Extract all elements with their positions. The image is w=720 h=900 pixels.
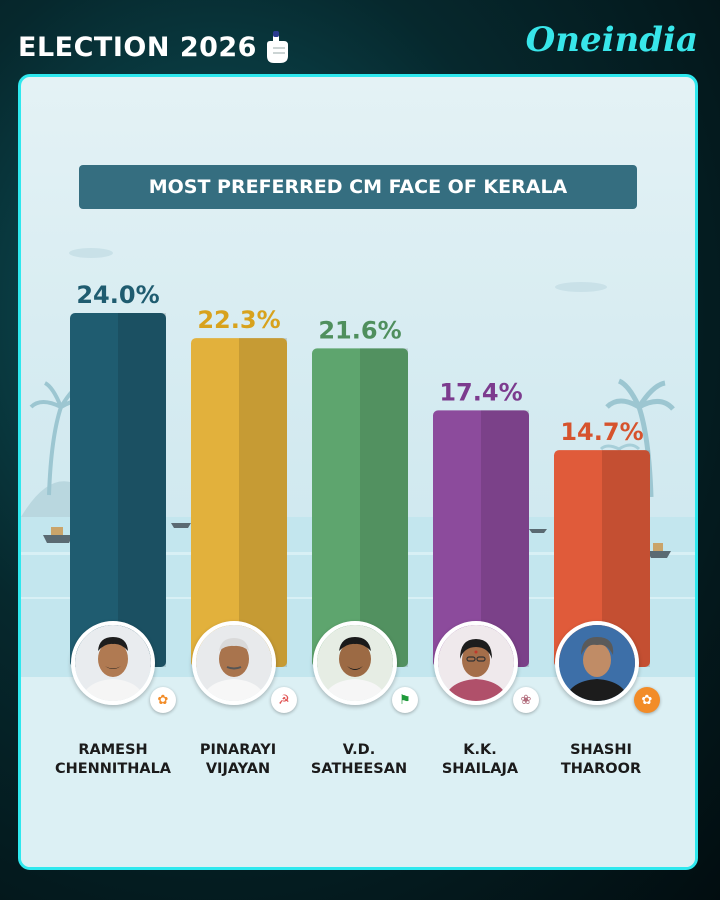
chart-title: MOST PREFERRED CM FACE OF KERALA (79, 165, 637, 209)
bar-shade (118, 313, 166, 667)
value-label: 24.0% (76, 281, 159, 309)
portrait-5 (559, 625, 635, 701)
bar (70, 313, 166, 667)
candidate-name: PINARAYI VIJAYAN (199, 742, 277, 777)
candidate-photo-2 (192, 621, 276, 705)
bar (554, 450, 650, 667)
bar-shade (360, 348, 408, 667)
candidate-photo-4 (434, 621, 518, 705)
voting-hand-icon (266, 31, 288, 63)
portrait-1 (75, 625, 151, 701)
election-title: ELECTION 2026 (18, 31, 257, 63)
bar-shade (239, 338, 287, 667)
value-label: 22.3% (197, 306, 280, 334)
candidate-photo-5 (555, 621, 639, 705)
cpim-icon: ☭ (271, 687, 297, 713)
chart-panel: MOST PREFERRED CM FACE OF KERALA 24.0% 22… (18, 74, 698, 870)
bar-chart: 24.0% 22.3% 21.6% 17.4% 14.7% (70, 281, 650, 667)
candidate-name: V.D. SATHEESAN (310, 742, 408, 777)
bar (191, 338, 287, 667)
value-label: 14.7% (560, 418, 643, 446)
bar (312, 348, 408, 667)
bar-group: 21.6% (312, 316, 408, 667)
bjp-lotus-icon: ✿ (634, 687, 660, 713)
bar (433, 410, 529, 667)
candidate-name: RAMESH CHENNITHALA (54, 742, 172, 777)
candidate-photo-3 (313, 621, 397, 705)
value-label: 17.4% (439, 378, 522, 406)
candidate-name: SHASHI THAROOR (560, 742, 642, 777)
brand-logo[interactable]: Oneindia (525, 20, 698, 60)
bar-group: 24.0% (70, 281, 166, 667)
iuml-flag-icon: ⚑ (392, 687, 418, 713)
bar-group: 22.3% (191, 306, 287, 667)
value-label: 21.6% (318, 316, 401, 344)
bjp-lotus-icon: ✿ (150, 687, 176, 713)
portrait-2 (196, 625, 272, 701)
portrait-4 (438, 625, 514, 701)
cpim-icon: ❀ (513, 687, 539, 713)
portrait-3 (317, 625, 393, 701)
candidate-name: K.K. SHAILAJA (441, 742, 519, 777)
header-title: ELECTION 2026 (18, 30, 291, 64)
chart-title-text: MOST PREFERRED CM FACE OF KERALA (148, 176, 568, 198)
candidate-photo-1 (71, 621, 155, 705)
